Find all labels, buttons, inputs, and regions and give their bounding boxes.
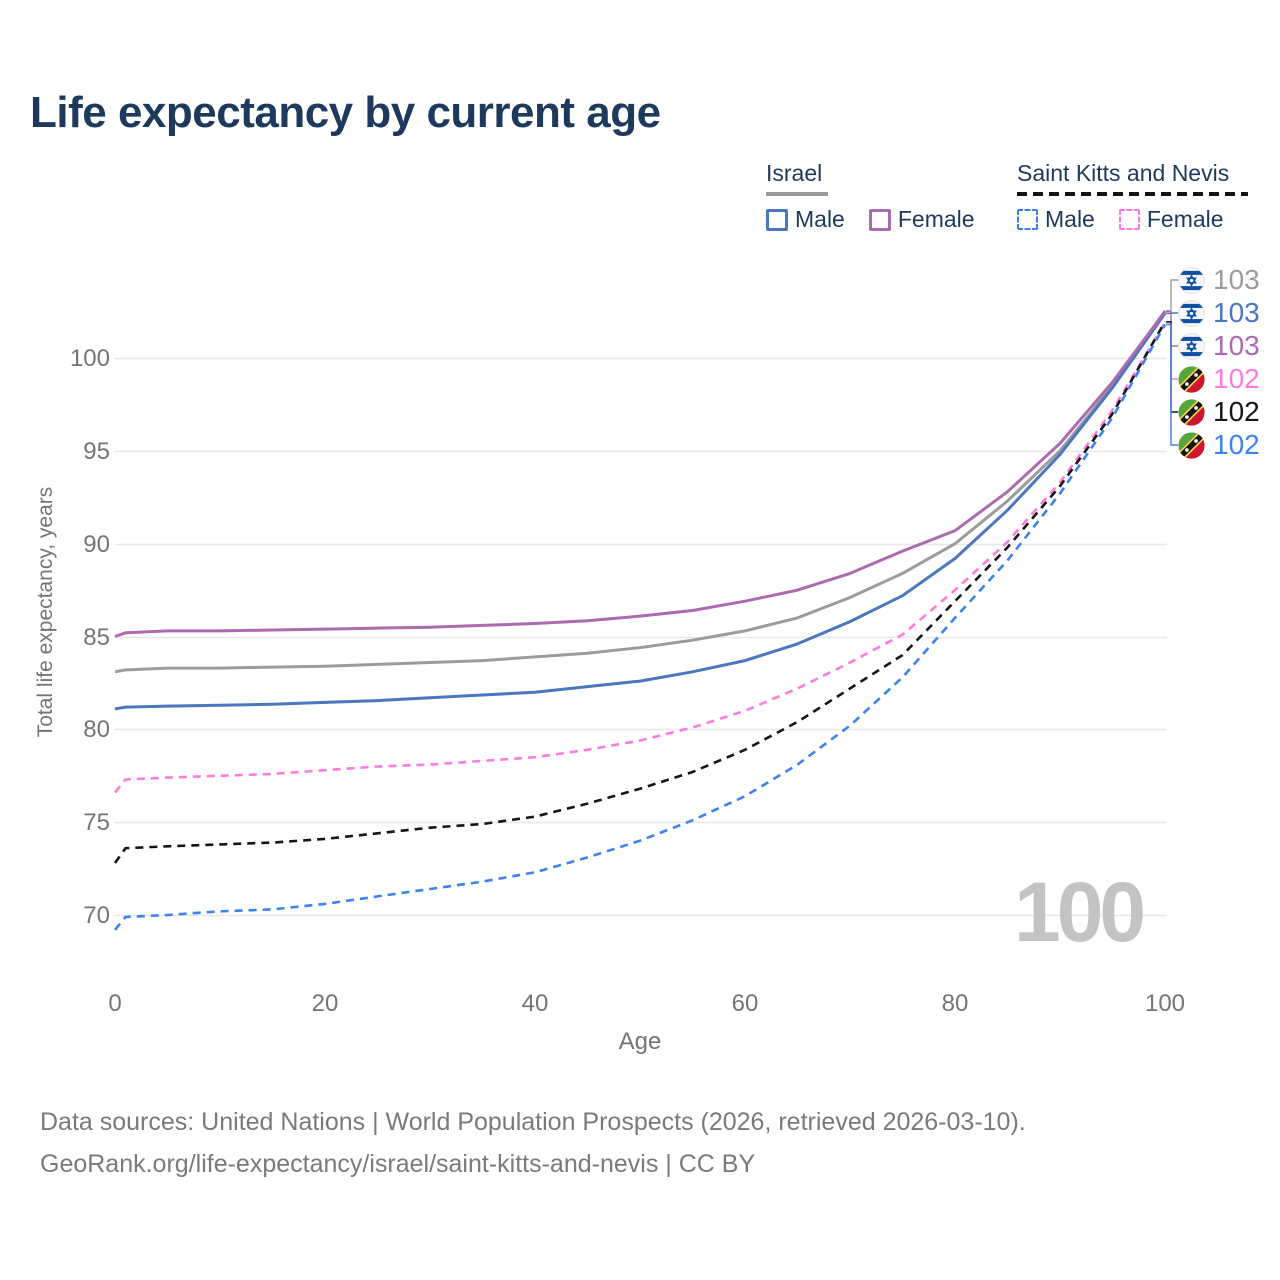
end-label-connector <box>1166 279 1178 312</box>
age-watermark: 100 <box>1014 865 1146 959</box>
israel-male-swatch-icon <box>766 208 788 231</box>
legend-item-label: Female <box>897 206 975 232</box>
legend-item-skn-female[interactable]: Female <box>1118 206 1224 233</box>
end-label-connector <box>1166 310 1178 347</box>
israel-flag-icon <box>1178 332 1205 360</box>
series-line-israel_female <box>114 310 1167 638</box>
x-tick-label-100: 100 <box>1144 990 1186 1017</box>
israel-flag-icon <box>1178 266 1205 294</box>
end-label-connector <box>1166 321 1178 413</box>
series-line-skn_total <box>113 321 1167 864</box>
end-value-label: 102 <box>1213 363 1260 394</box>
legend-item-israel-male[interactable]: Male <box>766 206 845 233</box>
end-value-label: 103 <box>1213 264 1260 295</box>
end-value-label: 103 <box>1213 330 1260 361</box>
footer-data-sources: Data sources: United Nations | World Pop… <box>40 1108 1026 1136</box>
end-value-label: 102 <box>1213 429 1260 460</box>
x-tick-label-20: 20 <box>311 990 339 1017</box>
legend-country-label: Israel <box>766 160 823 186</box>
israel-flag-icon <box>1178 299 1205 327</box>
legend-item-israel-female[interactable]: Female <box>868 206 975 233</box>
x-tick-label-40: 40 <box>521 990 549 1017</box>
y-tick-label-90: 90 <box>83 530 110 558</box>
y-tick-label-80: 80 <box>83 716 110 744</box>
legend-country-label: Saint Kitts and Nevis <box>1017 160 1230 186</box>
legend-item-label: Male <box>795 206 845 232</box>
end-label-connector <box>1166 323 1178 446</box>
x-axis-title: Age <box>618 1028 662 1055</box>
saint-kitts-and-nevis-flag-icon <box>1178 365 1205 393</box>
x-tick-label-80: 80 <box>941 990 969 1017</box>
israel-female-swatch-icon <box>868 208 891 231</box>
end-label-row-israel_male: 103 <box>1178 297 1260 329</box>
y-tick-label-70: 70 <box>83 902 110 929</box>
y-tick-label-75: 75 <box>83 809 110 837</box>
x-tick-label-0: 0 <box>108 990 122 1017</box>
skn-male-swatch-icon <box>1017 209 1038 230</box>
series-line-skn_male <box>113 323 1167 931</box>
legend-item-label: Male <box>1045 206 1095 232</box>
x-tick-label-60: 60 <box>731 990 759 1017</box>
saint-kitts-and-nevis-flag-icon <box>1178 398 1205 426</box>
y-tick-label-95: 95 <box>83 437 110 465</box>
skn-female-swatch-icon <box>1118 209 1140 230</box>
end-label-row-israel_female: 103 <box>1178 330 1260 362</box>
page-title: Life expectancy by current age <box>30 88 661 137</box>
end-label-connector <box>1166 322 1178 380</box>
end-value-label: 102 <box>1213 396 1260 427</box>
series-line-israel_male <box>114 312 1167 711</box>
end-label-row-skn_female: 102 <box>1178 363 1260 395</box>
y-tick-label-85: 85 <box>83 623 110 651</box>
footer-attribution: GeoRank.org/life-expectancy/israel/saint… <box>40 1150 756 1178</box>
series-line-skn_female <box>113 322 1167 794</box>
legend-group-israel: Israel Male Female <box>766 162 975 233</box>
line-chart-canvas <box>113 279 1178 931</box>
y-tick-label-100: 100 <box>69 345 110 372</box>
legend-dashed-line-sample <box>1017 192 1248 196</box>
legend-item-skn-male[interactable]: Male <box>1017 206 1095 233</box>
saint-kitts-and-nevis-flag-icon <box>1178 431 1205 459</box>
legend-group-saint-kitts-and-nevis: Saint Kitts and Nevis Male Female <box>1017 162 1248 233</box>
end-label-row-skn_male: 102 <box>1178 429 1260 461</box>
legend-item-label: Female <box>1146 206 1224 232</box>
end-label-row-israel_total: 103 <box>1178 264 1260 296</box>
legend-solid-line-sample <box>766 192 828 196</box>
series-line-israel_total <box>114 309 1167 674</box>
y-axis-title: Total life expectancy, years <box>34 486 57 738</box>
end-value-label: 103 <box>1213 297 1260 328</box>
end-label-row-skn_total: 102 <box>1178 396 1260 428</box>
